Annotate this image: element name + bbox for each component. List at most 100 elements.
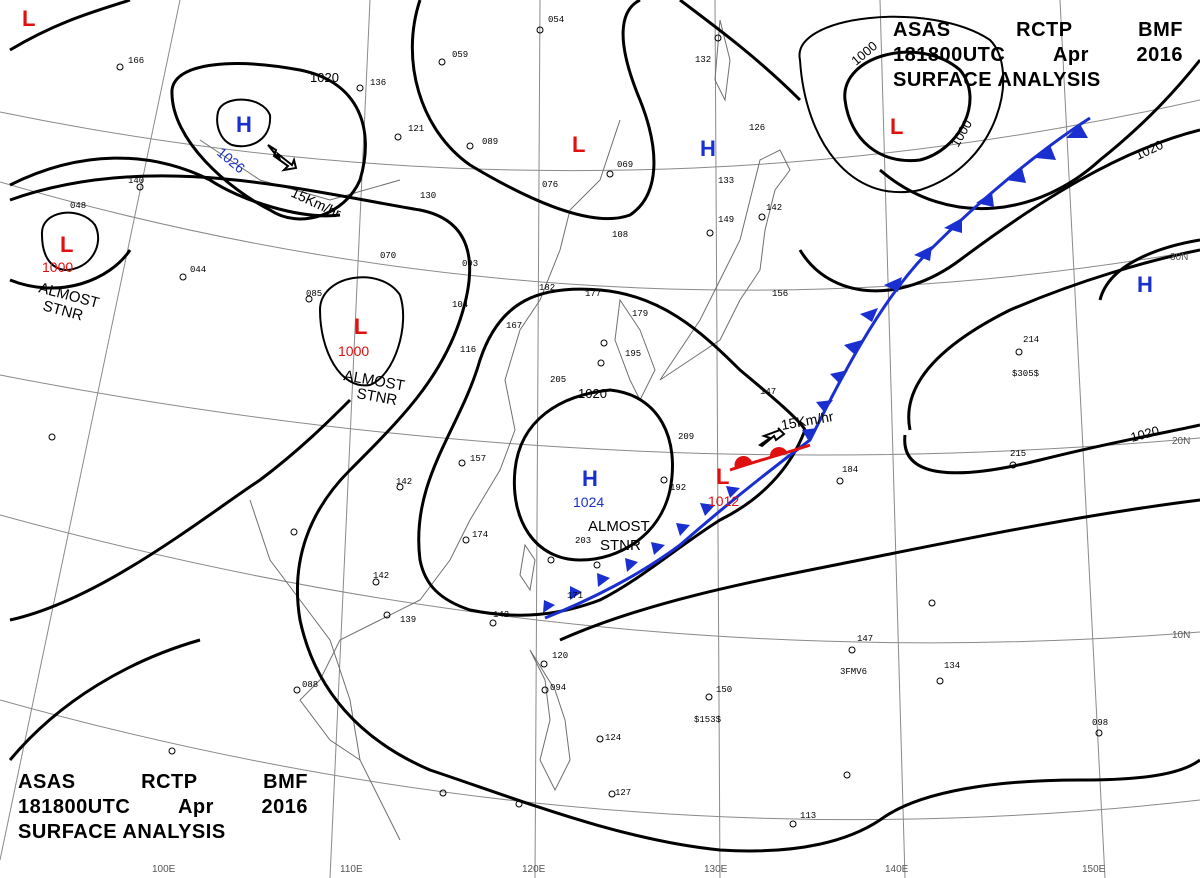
station-mark — [290, 528, 298, 536]
obs: 089 — [482, 137, 498, 147]
parallel-30n — [0, 181, 1200, 291]
obs: 184 — [842, 465, 858, 475]
header-product: BMF — [263, 771, 308, 793]
high-symbol: H — [700, 136, 716, 161]
obs: $305$ — [1012, 369, 1040, 379]
header-title: SURFACE ANALYSIS — [18, 821, 226, 843]
low-value: 1000 — [42, 259, 73, 275]
isobar-w-3 — [9, 249, 132, 290]
header-station: RCTP — [1016, 19, 1073, 41]
station-mark — [547, 556, 555, 564]
isobar-east-1020b — [1098, 238, 1200, 301]
lon-label: 120E — [522, 864, 546, 875]
high-value: 1024 — [573, 494, 604, 510]
coast-china — [299, 119, 621, 761]
isobars — [8, 0, 1200, 853]
stnr-line2: STNR — [600, 537, 641, 554]
header-month: Apr — [1052, 44, 1089, 66]
obs: 177 — [585, 289, 601, 299]
isobar-high-1024 — [512, 388, 674, 562]
obs: 215 — [1010, 449, 1026, 459]
coast-taiwan — [519, 543, 536, 592]
obs: 142 — [396, 477, 412, 487]
axis-labels: 30N 20N 10N 100E 110E 120E 130E 140E 150… — [152, 252, 1190, 875]
station-mark — [1015, 348, 1023, 356]
station-marks — [48, 26, 1103, 828]
obs: 179 — [632, 309, 648, 319]
station-mark — [593, 561, 601, 569]
station-mark — [1095, 729, 1103, 737]
isobar-big-1020 — [417, 287, 807, 617]
obs: 174 — [472, 530, 488, 540]
meridian-140e — [879, 0, 906, 878]
obs: 139 — [400, 615, 416, 625]
obs: 136 — [370, 78, 386, 88]
isobar-sw — [8, 638, 201, 761]
low-value: 1012 — [708, 493, 739, 509]
station-mark — [168, 747, 176, 755]
obs: 069 — [617, 160, 633, 170]
station-mark — [305, 295, 313, 303]
isobar-1020-large — [9, 174, 1200, 853]
obs: 093 — [462, 259, 478, 269]
obs: 048 — [70, 201, 86, 211]
isobar-north-3 — [879, 59, 1200, 211]
station-mark — [608, 790, 616, 798]
obs: 166 — [128, 56, 144, 66]
obs: 054 — [548, 15, 564, 25]
station-mark — [660, 476, 668, 484]
station-mark — [356, 84, 364, 92]
station-mark — [383, 611, 391, 619]
obs: 127 — [615, 788, 631, 798]
lon-label: 100E — [152, 864, 176, 875]
high-symbol: H — [236, 112, 252, 137]
station-mark — [1009, 461, 1017, 469]
meridian-150e — [1059, 0, 1106, 878]
station-mark — [540, 660, 548, 668]
isobar-north-2 — [679, 0, 802, 102]
cold-front-barbs — [543, 124, 1088, 613]
warm-front — [729, 443, 811, 472]
isobar-east-oval — [903, 423, 1200, 475]
lon-label: 140E — [885, 864, 909, 875]
station-mark — [928, 599, 936, 607]
obs: 203 — [575, 536, 591, 546]
header-station: RCTP — [141, 771, 198, 793]
obs: 120 — [552, 651, 568, 661]
lat-label: 10N — [1172, 630, 1190, 641]
lon-label: 110E — [340, 864, 363, 875]
header-time: 181800UTC — [893, 44, 1006, 66]
warm-front-bump-1 — [734, 455, 752, 468]
station-mark — [136, 183, 144, 191]
low-symbol: L — [60, 232, 73, 257]
station-mark — [394, 133, 402, 141]
station-mark — [714, 34, 722, 42]
obs: 070 — [380, 251, 396, 261]
low-symbol: L — [354, 314, 367, 339]
station-obs: 166 140 048 044 085 070 093 104 116 136 … — [70, 15, 1108, 821]
obs: 3FMV6 — [840, 667, 867, 677]
obs: 182 — [539, 283, 555, 293]
station-mark — [293, 686, 301, 694]
low-value: 1000 — [338, 343, 369, 359]
station-mark — [758, 213, 766, 221]
arrow-east-low — [758, 427, 786, 448]
header-bottom: ASAS RCTP BMF 181800UTC Apr 2016 SURFACE… — [18, 770, 308, 845]
station-mark — [372, 578, 380, 586]
low-symbol: L — [716, 464, 729, 489]
station-mark — [458, 459, 466, 467]
station-mark — [706, 229, 714, 237]
obs: 142 — [493, 610, 509, 620]
station-mark — [600, 339, 608, 347]
station-mark — [843, 771, 851, 779]
isobar-nw-2 — [9, 156, 341, 218]
station-mark — [396, 483, 404, 491]
station-mark — [597, 359, 605, 367]
low-symbol: L — [890, 114, 903, 139]
parallel-0 — [0, 699, 1200, 821]
lat-label: 30N — [1170, 252, 1188, 263]
meridian-120e — [534, 0, 541, 878]
obs: 142 — [766, 203, 782, 213]
low-symbol: L — [572, 132, 585, 157]
